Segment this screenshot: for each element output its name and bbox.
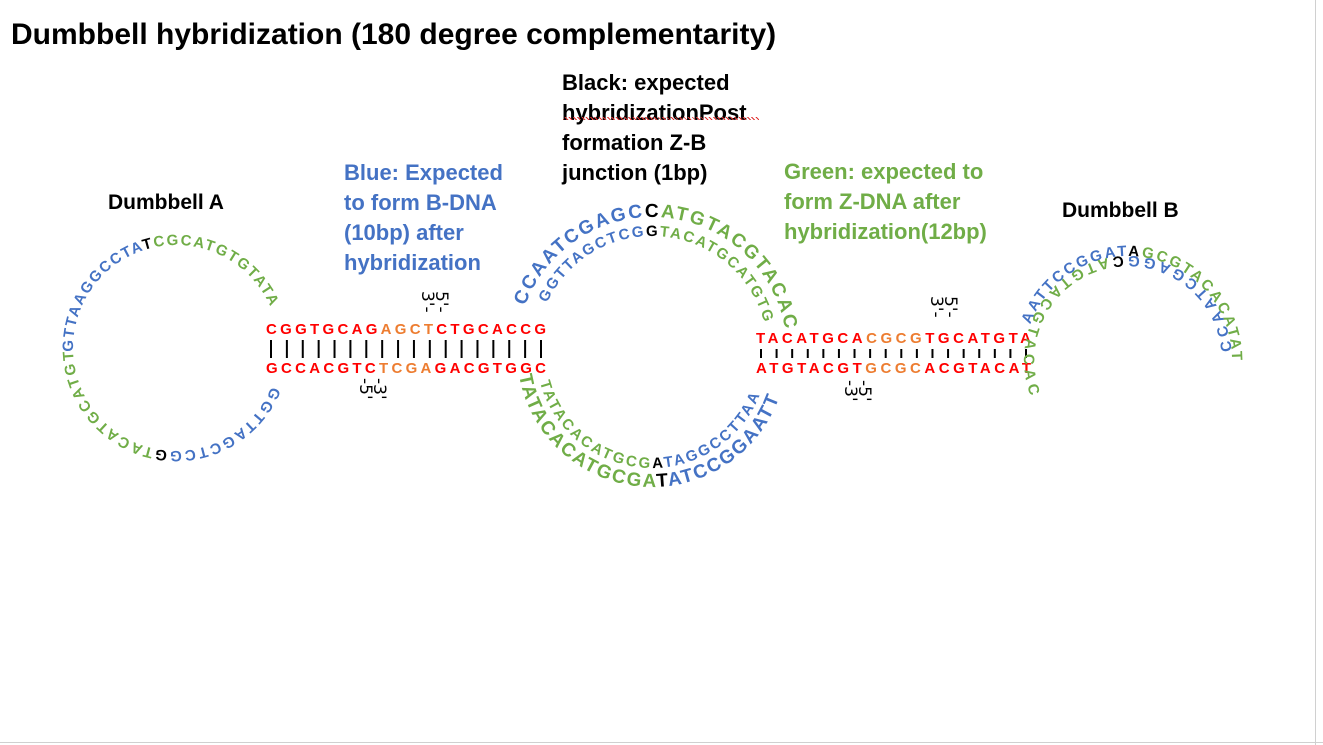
spellcheck-underline [563,117,759,120]
stem-a-bottom-strand: GCCACGTC TCGA GACGTGGC [266,360,546,377]
slide-frame-bottom-edge [0,742,1323,743]
middle-loop-outer-sequence: CCAATCGAGCCATGTACGTACAC [510,201,801,330]
stem-b-top-end-label: 5'-3'- [926,296,960,318]
green-note: Green: expected to form Z-DNA after hybr… [784,159,987,244]
stem-b-bottom-end-label: -5'-3' [840,380,874,402]
slide-frame-right-edge [1315,0,1316,745]
stem-b-top-strand: TACATGCA CGCG TGCATGTA [756,330,1031,347]
stem-b: TACATGCA CGCG TGCATGTA ATGTACGT GCGC ACGTACAT… [756,296,1031,402]
stem-a-top-strand: CGGTGCAG AGCT CTGCACCG [266,321,546,338]
stem-a-top-end-label: 5'-3'- [417,291,451,313]
loops: GTTAAGGCCTATCGCATGTGTATAGGTTAGCTCGGTACAT… [60,201,1245,492]
loop-a-bottom-sequence: GGTTAGCTCGGTACATGCATGT [60,351,283,464]
blue-note: Blue: Expected to form B-DNA (10bp) afte… [344,160,503,275]
loop-a-top-sequence: GTTAAGGCCTATCGCATGTGTATA [60,232,282,352]
dumbbell-a-label: Dumbbell A [108,191,224,214]
stem-a: CGGTGCAG AGCT CTGCACCG GCCACGTC TCGA GACGTGGC… [266,291,546,400]
stem-a-bottom-end-label: -3'-5' [355,378,389,400]
page-title: Dumbbell hybridization (180 degree compl… [11,18,777,51]
dumbbell-b-label: Dumbbell B [1062,199,1179,222]
black-note: Black: expected hybridizationPost format… [562,70,747,185]
stem-b-bottom-strand: ATGTACGT GCGC ACGTACAT [756,360,1031,377]
